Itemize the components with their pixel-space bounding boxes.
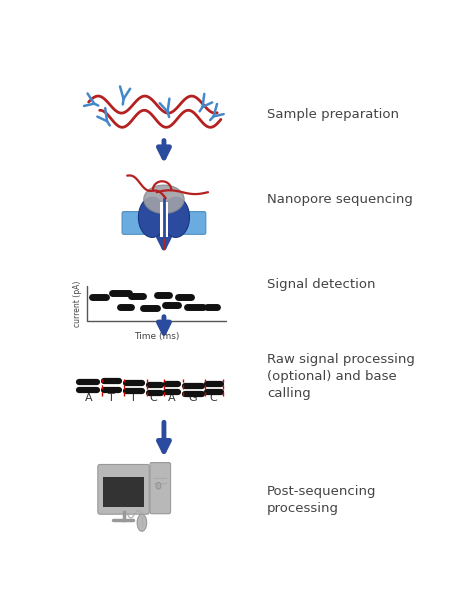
Ellipse shape [162,197,190,237]
FancyBboxPatch shape [98,464,149,514]
Ellipse shape [144,185,184,213]
Text: G: G [188,394,197,403]
Text: T: T [130,394,137,403]
Circle shape [156,483,161,489]
Text: A: A [85,394,93,403]
Text: Sample preparation: Sample preparation [267,108,399,121]
Ellipse shape [138,197,166,237]
Text: Raw signal processing
(optional) and base
calling: Raw signal processing (optional) and bas… [267,354,415,400]
Text: Signal detection: Signal detection [267,278,375,291]
Text: T: T [108,394,115,403]
Text: A: A [168,394,176,403]
FancyBboxPatch shape [150,462,171,514]
Text: Time (ms): Time (ms) [134,332,179,341]
Text: current (pA): current (pA) [73,280,82,327]
Bar [103,477,144,507]
Ellipse shape [137,514,146,531]
Text: C: C [150,394,157,403]
Text: Nanopore sequencing: Nanopore sequencing [267,192,413,206]
Text: Post-sequencing
processing: Post-sequencing processing [267,485,376,515]
Bar [160,202,168,237]
Text: C: C [210,394,217,403]
FancyBboxPatch shape [122,212,206,234]
